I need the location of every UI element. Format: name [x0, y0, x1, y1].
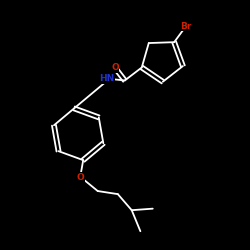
Text: Br: Br — [180, 22, 192, 30]
Text: HN: HN — [99, 74, 114, 84]
Text: O: O — [77, 173, 84, 182]
Text: O: O — [111, 63, 119, 72]
